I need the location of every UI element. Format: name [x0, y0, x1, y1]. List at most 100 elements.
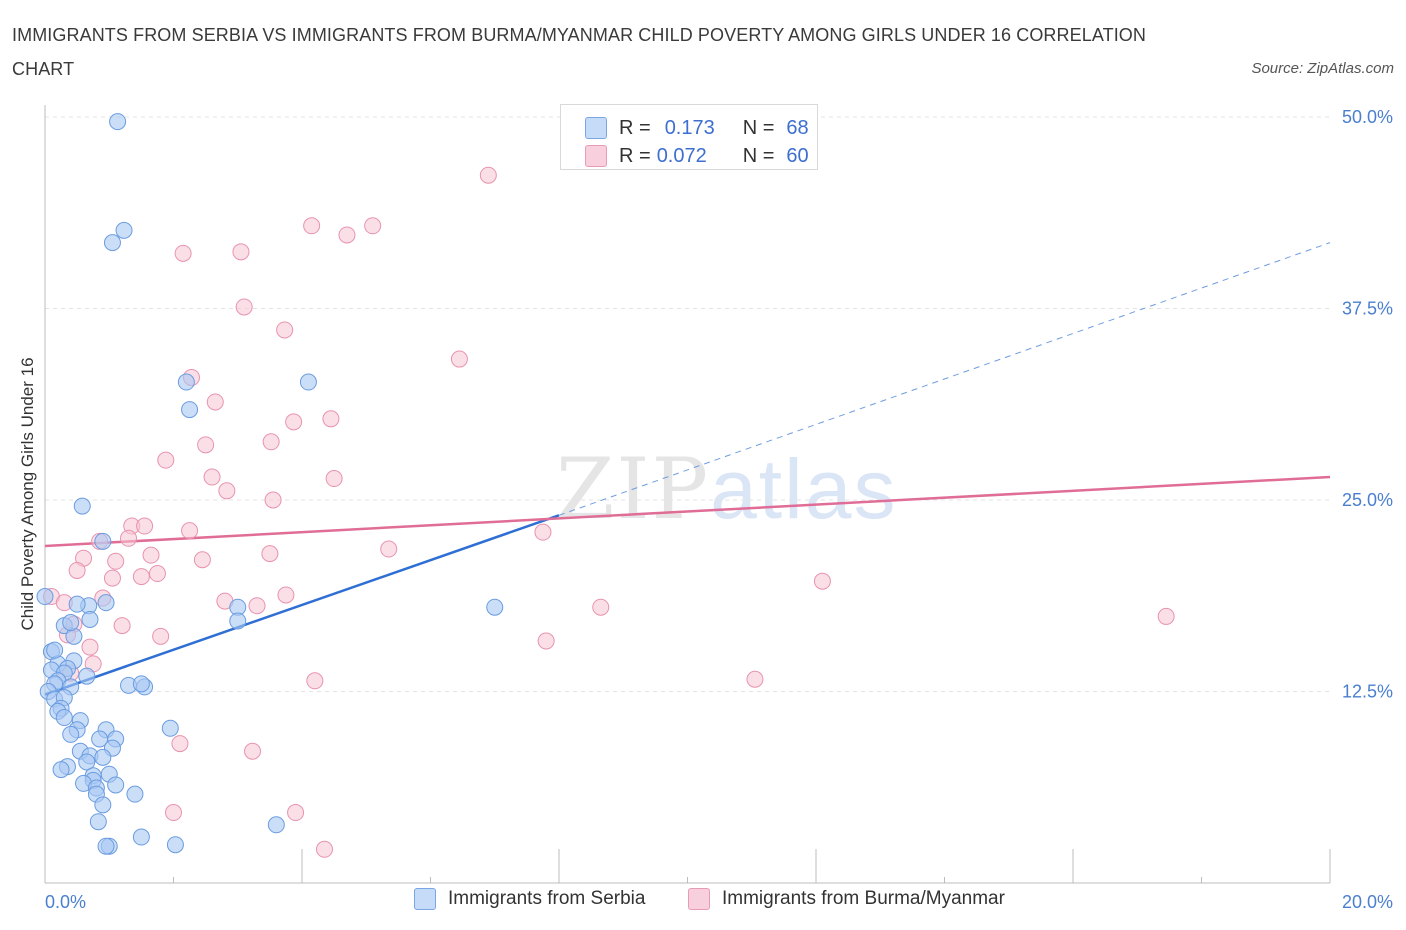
burma-point — [103, 569, 121, 587]
serbia-point — [78, 667, 96, 685]
serbia-point — [94, 748, 112, 766]
serbia-point — [65, 627, 83, 645]
burma-point — [68, 561, 86, 579]
serbia-point — [107, 776, 125, 794]
x-tick-label: 0.0% — [45, 892, 86, 912]
serbia-swatch — [414, 888, 436, 910]
serbia-point — [94, 532, 112, 550]
tick-labels: 12.5% 25.0% 37.5% 50.0% 0.0% 20.0% — [45, 107, 1393, 912]
burma-point — [306, 672, 324, 690]
burma-point — [203, 468, 221, 486]
burma-point — [206, 393, 224, 411]
x-tick-label: 20.0% — [1342, 892, 1393, 912]
legend-item-burma[interactable]: Immigrants from Burma/Myanmar — [688, 888, 1005, 910]
axes — [44, 105, 1331, 884]
legend-row-burma: R = 0.072 N = 60 — [585, 142, 809, 170]
burma-point — [174, 244, 192, 262]
serbia-point — [166, 836, 184, 854]
serbia-point — [132, 828, 150, 846]
burma-point — [148, 565, 166, 583]
serbia-point — [73, 497, 91, 515]
serbia-point — [46, 641, 64, 659]
burma-point — [287, 804, 305, 822]
burma-point — [107, 552, 125, 570]
n-value: 68 — [786, 116, 809, 139]
burma-point — [157, 451, 175, 469]
serbia-point — [126, 785, 144, 803]
burma-point — [277, 586, 295, 604]
burma-point — [165, 804, 182, 822]
serbia-point — [52, 761, 70, 779]
trend-lines — [44, 242, 1331, 696]
y-tick-label: 25.0% — [1342, 490, 1393, 510]
serbia-point — [78, 753, 96, 771]
serbia-point — [62, 614, 80, 632]
burma-point — [248, 597, 266, 615]
burma-point — [181, 522, 199, 540]
y-tick-label: 12.5% — [1342, 682, 1393, 702]
watermark-atlas: atlas — [710, 442, 898, 536]
serbia-point — [299, 373, 317, 391]
burma-point — [325, 470, 343, 488]
serbia-point — [103, 234, 121, 252]
burma-trend-line — [44, 475, 1331, 548]
burma-swatch — [688, 888, 710, 910]
burma-point — [303, 217, 321, 235]
burma-point — [534, 523, 552, 541]
burma-point — [120, 529, 138, 547]
series-legend: Immigrants from Serbia Immigrants from B… — [0, 888, 1406, 916]
burma-point — [338, 226, 356, 244]
burma-point — [285, 413, 303, 431]
serbia-point — [55, 709, 73, 727]
r-label: R = — [619, 116, 651, 139]
burma-point — [276, 321, 294, 339]
serbia-point — [97, 837, 115, 855]
burma-point — [232, 243, 250, 261]
burma-point — [813, 572, 831, 590]
serbia-point — [177, 373, 195, 391]
burma-point — [746, 670, 764, 688]
legend-item-serbia[interactable]: Immigrants from Serbia — [414, 888, 645, 910]
serbia-point — [68, 595, 86, 613]
chart-title: IMMIGRANTS FROM SERBIA VS IMMIGRANTS FRO… — [12, 25, 1147, 79]
series-burma-points — [42, 166, 1175, 858]
burma-point — [142, 546, 160, 564]
burma-point — [132, 568, 150, 586]
burma-point — [364, 217, 382, 235]
serbia-trend-extension — [558, 242, 1331, 516]
burma-point — [592, 598, 610, 616]
legend-row-serbia: R = 0.173 N = 68 — [585, 114, 809, 142]
n-value: 60 — [786, 144, 809, 167]
y-tick-label: 50.0% — [1342, 107, 1393, 127]
legend-label-serbia: Immigrants from Serbia — [448, 888, 646, 909]
serbia-point — [161, 719, 179, 737]
burma-point — [235, 298, 253, 316]
serbia-point — [97, 594, 115, 612]
burma-point — [193, 551, 211, 569]
n-label: N = — [742, 116, 775, 139]
serbia-point — [36, 588, 54, 606]
series-serbia-points — [36, 113, 504, 855]
burma-point — [450, 350, 468, 368]
burma-point — [81, 638, 99, 656]
y-tick-label: 37.5% — [1342, 299, 1393, 319]
burma-point — [1157, 607, 1175, 625]
burma-point — [315, 840, 333, 858]
serbia-point — [94, 796, 112, 814]
burma-point — [152, 627, 170, 645]
legend-label-burma: Immigrants from Burma/Myanmar — [722, 888, 1005, 909]
r-label: R = — [619, 144, 651, 167]
burma-point — [380, 540, 398, 558]
serbia-trend-line — [44, 514, 560, 696]
burma-point — [537, 632, 555, 650]
serbia-point — [132, 675, 150, 693]
n-label: N = — [742, 144, 775, 167]
serbia-point — [486, 598, 504, 616]
burma-point — [218, 482, 236, 500]
correlation-legend: R = 0.173 N = 68 R = 0.072 N = 60 — [560, 104, 818, 170]
serbia-point — [181, 401, 199, 419]
serbia-point — [62, 725, 80, 743]
r-value: 0.072 — [656, 144, 707, 167]
burma-point — [479, 166, 497, 184]
